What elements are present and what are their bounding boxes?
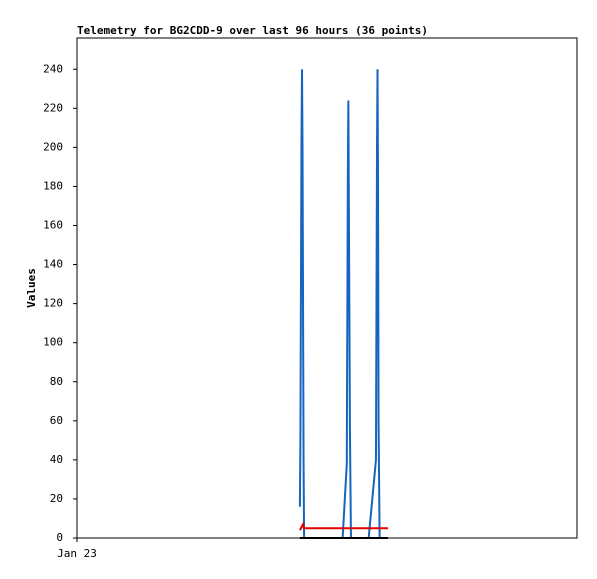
chart-title: Telemetry for BG2CDD-9 over last 96 hour…	[77, 24, 428, 37]
y-tick-label: 20	[50, 492, 63, 505]
y-tick-label: 240	[43, 62, 63, 75]
y-tick-label: 180	[43, 179, 63, 192]
y-tick-label: 0	[56, 531, 63, 544]
series-line	[299, 521, 388, 531]
y-tick-label: 40	[50, 453, 63, 466]
y-tick-label: 140	[43, 258, 63, 271]
y-tick-label: 100	[43, 336, 63, 349]
y-tick-label: 160	[43, 219, 63, 232]
y-tick-label: 60	[50, 414, 63, 427]
y-tick-label: 120	[43, 297, 63, 310]
y-axis-label: Values	[25, 268, 38, 308]
y-tick-label: 200	[43, 140, 63, 153]
series-line	[298, 69, 388, 539]
y-tick-label: 220	[43, 101, 63, 114]
y-tick-label: 80	[50, 375, 63, 388]
x-tick-label: Jan 23	[57, 547, 97, 560]
plot-frame	[76, 37, 578, 539]
